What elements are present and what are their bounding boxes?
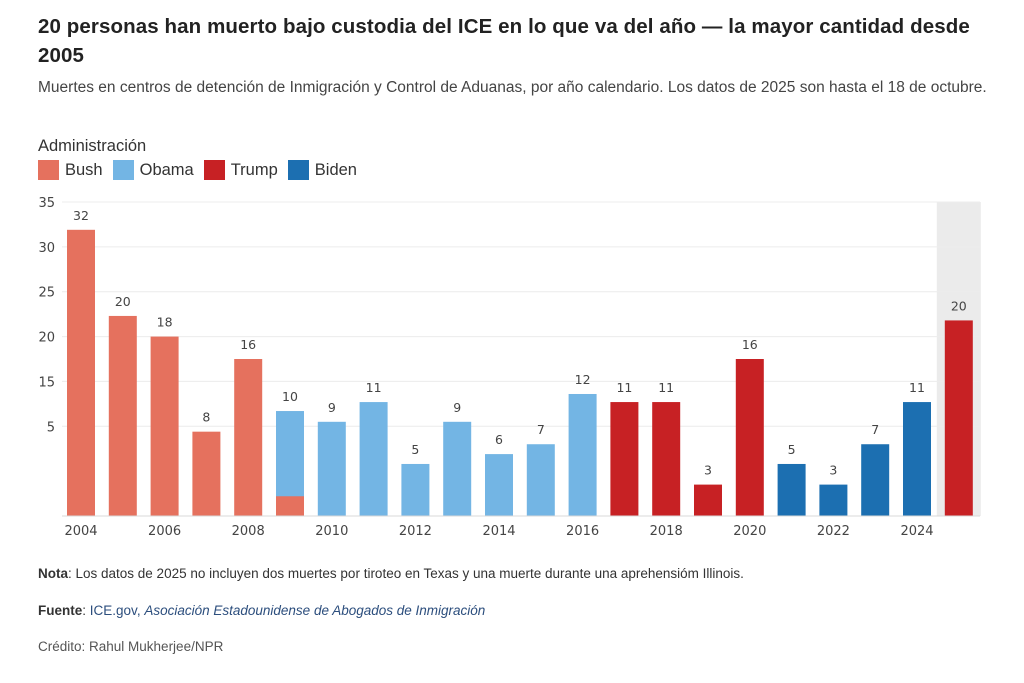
source-separator: , [136, 603, 145, 618]
bar-2008 [234, 359, 263, 516]
legend-item-obama: Obama [112, 160, 194, 180]
data-label-2022: 3 [829, 463, 837, 478]
chart-subtitle: Muertes en centros de detención de Inmig… [38, 79, 987, 96]
data-label-2010: 9 [328, 400, 336, 415]
y-tick-label: 30 [38, 241, 55, 256]
note-text: : Los datos de 2025 no incluyen dos muer… [68, 566, 744, 581]
data-label-2023: 7 [871, 422, 879, 437]
data-label-2025: 20 [951, 298, 967, 313]
data-label-2021: 5 [788, 442, 796, 457]
data-label-2020: 16 [742, 337, 758, 352]
source-link-aila[interactable]: Asociación Estadounidense de Abogados de… [144, 603, 486, 618]
legend-item-trump: Trump [203, 160, 278, 180]
x-tick-label-2016: 2016 [566, 524, 599, 539]
bar-2011 [359, 402, 388, 516]
note-label: Nota [38, 566, 68, 581]
data-label-2004: 32 [73, 208, 89, 223]
data-label-2006: 18 [157, 315, 173, 330]
data-label-2012: 5 [411, 442, 419, 457]
bar-2014 [485, 454, 513, 516]
data-label-2011: 11 [366, 380, 382, 395]
x-tick-label-2014: 2014 [482, 524, 515, 539]
bar-2015 [526, 444, 555, 516]
legend-item-bush: Bush [38, 160, 103, 180]
data-label-2009: 10 [282, 389, 298, 404]
data-label-2007: 8 [202, 410, 210, 425]
legend-swatch-trump [203, 160, 225, 180]
credit-line: Crédito: Rahul Mukherjee/NPR [38, 639, 224, 654]
x-tick-label-2012: 2012 [399, 524, 432, 539]
legend-label-trump: Trump [230, 160, 278, 179]
y-tick-label: 20 [38, 331, 55, 346]
bar-2016 [568, 393, 597, 516]
x-tick-label-2010: 2010 [315, 524, 348, 539]
legend-swatch-biden [287, 160, 309, 180]
data-label-2019: 3 [704, 463, 712, 478]
x-tick-label-2004: 2004 [64, 524, 97, 539]
source-label: Fuente [38, 603, 83, 618]
y-tick-label: 35 [38, 196, 55, 211]
footnote: Nota: Los datos de 2025 no incluyen dos … [38, 566, 744, 581]
x-tick-label-2018: 2018 [650, 524, 683, 539]
bar-2019 [694, 484, 722, 516]
y-tick-label: 15 [38, 375, 55, 390]
bar-2024 [903, 402, 931, 516]
data-label-2016: 12 [575, 372, 591, 387]
data-label-2005: 20 [115, 294, 131, 309]
legend-swatch-bush [38, 160, 59, 180]
legend-title: Administración [38, 137, 147, 155]
x-tick-label-2024: 2024 [900, 524, 933, 539]
legend-label-biden: Biden [314, 160, 357, 179]
bar-2012 [401, 463, 430, 516]
chart-title: 20 personas han muerto bajo custodia del… [38, 15, 970, 67]
source-link-ice[interactable]: ICE.gov [89, 603, 137, 618]
bar-segment-2009-bush [276, 496, 304, 516]
bar-2004 [67, 229, 95, 516]
legend-item-biden: Biden [287, 160, 357, 180]
x-tick-label-2008: 2008 [232, 524, 265, 539]
bar-2025 [944, 320, 973, 516]
bar-2020 [735, 359, 764, 516]
bar-2018 [652, 402, 681, 516]
bar-2006 [150, 336, 179, 516]
legend-label-obama: Obama [139, 160, 194, 179]
bar-2010 [317, 421, 346, 516]
bar-2022 [819, 484, 848, 516]
data-label-2024: 11 [909, 380, 925, 395]
y-tick-label: 5 [47, 420, 55, 435]
y-tick-label: 25 [38, 286, 55, 301]
legend: Bush Obama Trump Biden [38, 160, 367, 180]
bar-2017 [610, 402, 639, 516]
bar-2007 [192, 431, 221, 516]
x-tick-label-2020: 2020 [733, 524, 766, 539]
x-tick-label-2006: 2006 [148, 524, 181, 539]
bar-2005 [108, 315, 137, 516]
bar-2013 [443, 421, 472, 516]
legend-swatch-obama [112, 160, 134, 180]
data-label-2018: 11 [658, 380, 674, 395]
source-line: Fuente: ICE.gov, Asociación Estadouniden… [38, 603, 486, 618]
x-tick-label-2022: 2022 [817, 524, 850, 539]
legend-label-bush: Bush [65, 160, 103, 179]
data-label-2008: 16 [240, 337, 256, 352]
data-label-2014: 6 [495, 432, 503, 447]
data-label-2017: 11 [616, 380, 632, 395]
bar-2023 [861, 444, 890, 516]
data-label-2013: 9 [453, 400, 461, 415]
data-label-2015: 7 [537, 422, 545, 437]
bar-2021 [777, 463, 806, 516]
